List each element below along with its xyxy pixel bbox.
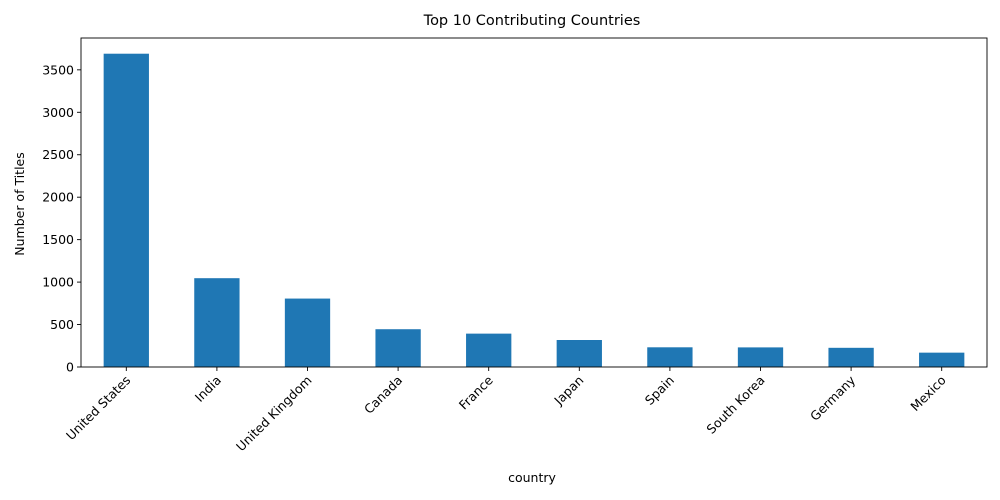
- y-tick-label: 3500: [42, 62, 74, 77]
- x-tick-label: Germany: [807, 372, 859, 424]
- x-axis-label: country: [508, 470, 556, 485]
- x-tick-label: India: [192, 373, 224, 405]
- y-tick-label: 3000: [42, 105, 74, 120]
- y-tick-label: 2000: [42, 190, 74, 205]
- y-axis-label: Number of Titles: [12, 152, 27, 256]
- x-tick-label: Canada: [361, 373, 405, 417]
- y-tick-label: 500: [50, 317, 74, 332]
- y-axis: 0 500 1000 1500 2000 2500 3000 3500: [42, 62, 81, 375]
- y-tick-label: 1500: [42, 232, 74, 247]
- x-tick-label: Mexico: [907, 373, 948, 414]
- x-tick-label: France: [456, 372, 496, 412]
- chart-title: Top 10 Contributing Countries: [423, 13, 641, 29]
- x-tick-label: United Kingdom: [233, 373, 315, 455]
- bar-united-states: [103, 53, 149, 368]
- bar-japan: [556, 340, 602, 367]
- bar-germany: [828, 347, 874, 367]
- bar-south-korea: [737, 347, 784, 367]
- bar-spain: [647, 347, 693, 367]
- x-tick-label: United States: [63, 373, 133, 443]
- bars-group: [103, 53, 965, 368]
- x-tick-label: South Korea: [703, 373, 767, 437]
- bar-france: [466, 333, 512, 367]
- y-tick-label: 1000: [42, 275, 74, 290]
- y-tick-label: 2500: [42, 147, 74, 162]
- x-tick-label: Japan: [550, 373, 586, 409]
- plot-frame: [80, 37, 988, 368]
- x-tick-label: Spain: [642, 373, 677, 408]
- bar-united-kingdom: [284, 298, 331, 367]
- bar-india: [194, 278, 240, 367]
- bar-canada: [375, 329, 421, 367]
- x-axis: United States India United Kingdom Canada Fr…: [63, 367, 949, 454]
- bar-mexico: [919, 352, 965, 367]
- y-tick-label: 0: [66, 360, 74, 375]
